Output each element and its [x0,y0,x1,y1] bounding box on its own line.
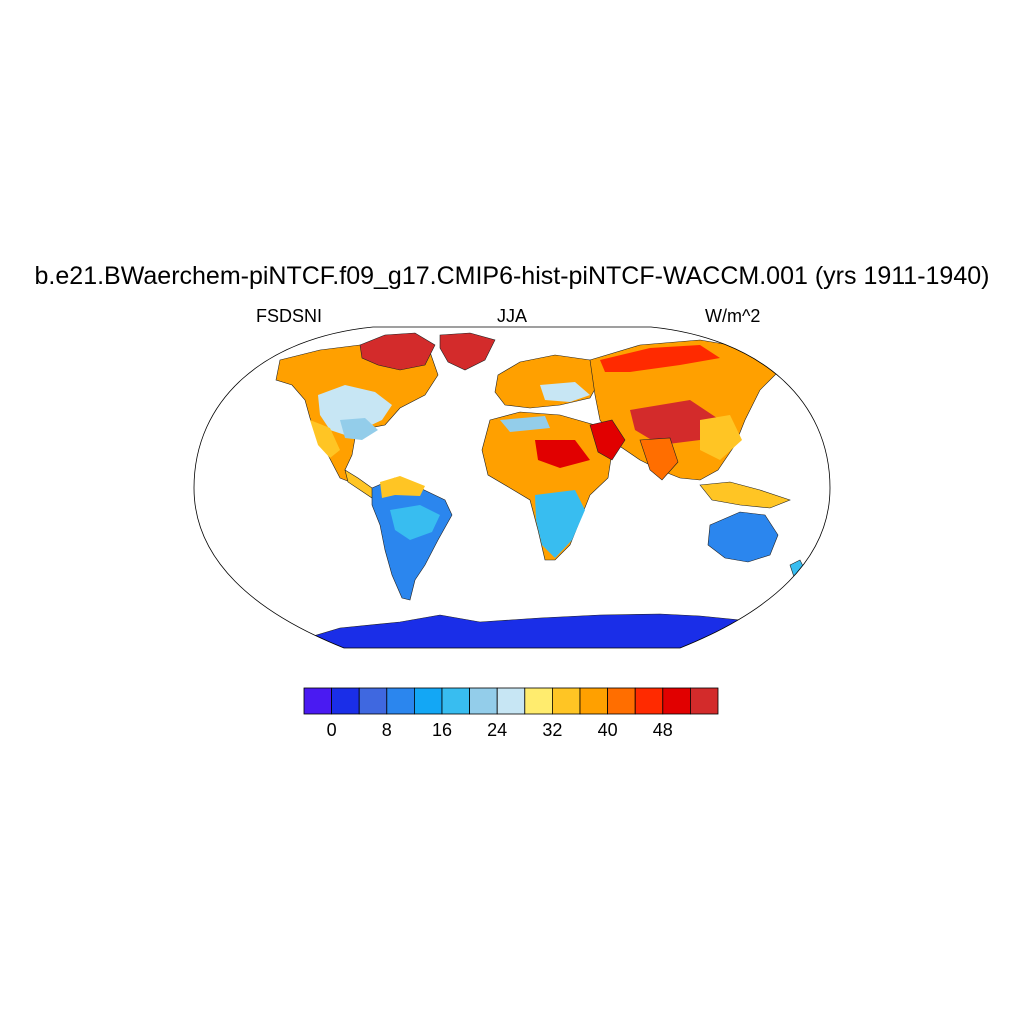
north-america-interior [318,385,392,435]
arabia [589,419,626,461]
east-asia [700,415,742,460]
colorbar-swatch [413,687,443,715]
sahara-hotspot [535,440,590,468]
season-label: JJA [496,306,527,326]
greenland [439,332,496,371]
variable-label: FSDSNI [256,306,323,326]
africa-north-coast [500,416,550,432]
colorbar-tick-label: 8 [381,720,392,740]
colorbar-swatch [552,687,581,715]
colorbar-tick-label: 32 [542,720,563,740]
colorbar-swatch [579,687,609,715]
south-america-north [380,476,425,498]
new-zealand [789,559,807,581]
colorbar-swatch [662,687,691,715]
map-border [193,326,831,649]
colorbar-swatch [469,687,498,715]
colorbar-swatch [690,687,719,715]
colorbar-swatch [634,687,664,715]
colorbar-swatch [358,687,388,715]
colorbar-swatch [524,687,553,715]
colorbar-swatch [303,687,333,715]
central-asia-hotspot [630,400,720,445]
north-america-southwest [310,420,340,458]
south-america-mid [390,505,440,540]
asia-north-red [600,345,720,372]
colorbar-swatch [496,687,526,715]
colorbar-tick-label: 40 [597,720,618,740]
colorbar-tick-label: 24 [487,720,508,740]
colorbar [303,687,719,715]
colorbar-tick-label: 16 [431,720,453,740]
europe-east-light [540,382,590,402]
main-title: b.e21.BWaerchem-piNTCF.f09_g17.CMIP6-his… [34,262,990,290]
arctic-archipelago [359,332,436,371]
australia [707,511,779,563]
north-america-southeast [340,418,378,440]
africa-south [535,490,585,558]
colorbar-tick-label: 0 [326,720,337,740]
india [639,437,679,481]
colorbar-swatch [331,687,360,715]
southeast-asia-islands [699,481,791,509]
colorbar-swatch [607,687,636,715]
colorbar-swatch [441,687,471,715]
units-label: W/m^2 [705,306,761,326]
antarctica [299,613,741,648]
colorbar-tick-label: 48 [652,720,673,740]
map-land-field [275,332,807,648]
colorbar-swatch [386,687,415,715]
